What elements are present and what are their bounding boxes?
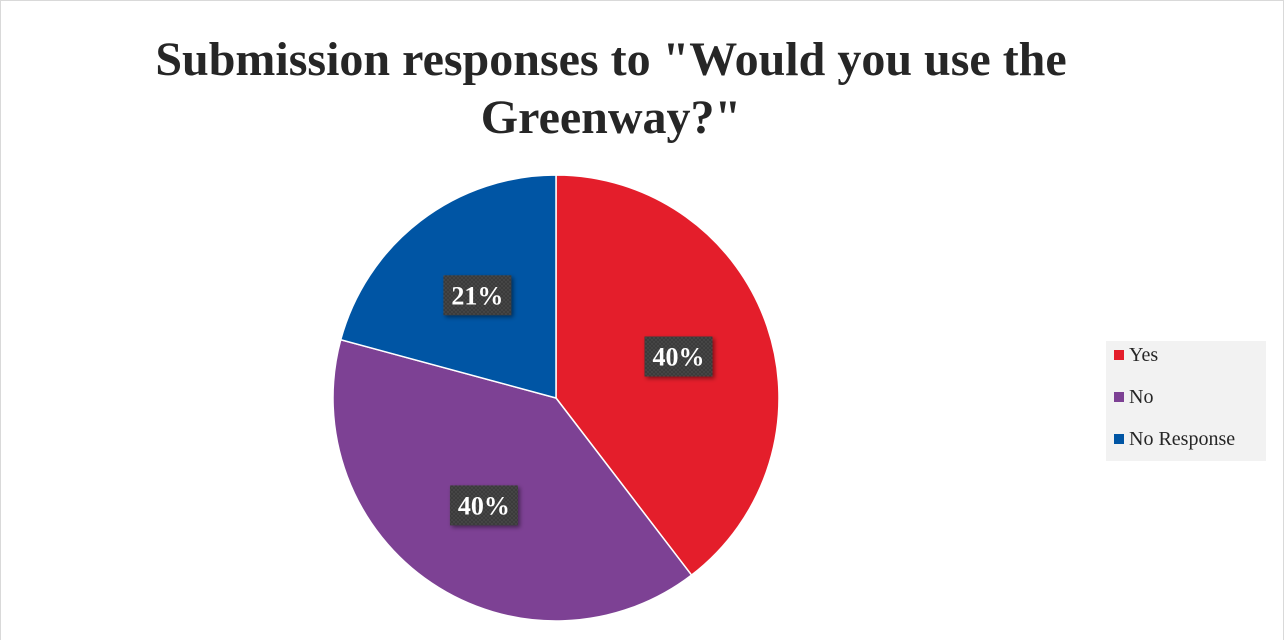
legend-item-no: No xyxy=(1114,383,1153,411)
data-label-no-response: 21% xyxy=(443,275,512,316)
data-label-text: 40% xyxy=(458,491,510,520)
legend-label: Yes xyxy=(1129,343,1159,366)
pie-slice-no xyxy=(332,338,693,622)
chart-legend: Yes No No Response xyxy=(1106,341,1266,461)
legend-item-no-response: No Response xyxy=(1114,425,1235,453)
legend-swatch-no-response xyxy=(1114,434,1124,444)
data-label-box xyxy=(443,275,512,316)
data-label-box xyxy=(644,336,713,377)
legend-label: No xyxy=(1129,385,1154,408)
legend-swatch-no xyxy=(1114,392,1124,402)
legend-swatch-yes xyxy=(1114,350,1124,360)
legend-label: No Response xyxy=(1129,427,1236,450)
legend-item-yes: Yes xyxy=(1114,341,1158,369)
data-label-text: 21% xyxy=(451,281,503,310)
chart-title: Submission responses to "Would you use t… xyxy=(155,33,1067,144)
data-label-no: 40% xyxy=(449,485,518,526)
data-label-text: 40% xyxy=(653,343,705,372)
data-label-box xyxy=(449,485,518,526)
data-label-yes: 40% xyxy=(644,336,713,377)
